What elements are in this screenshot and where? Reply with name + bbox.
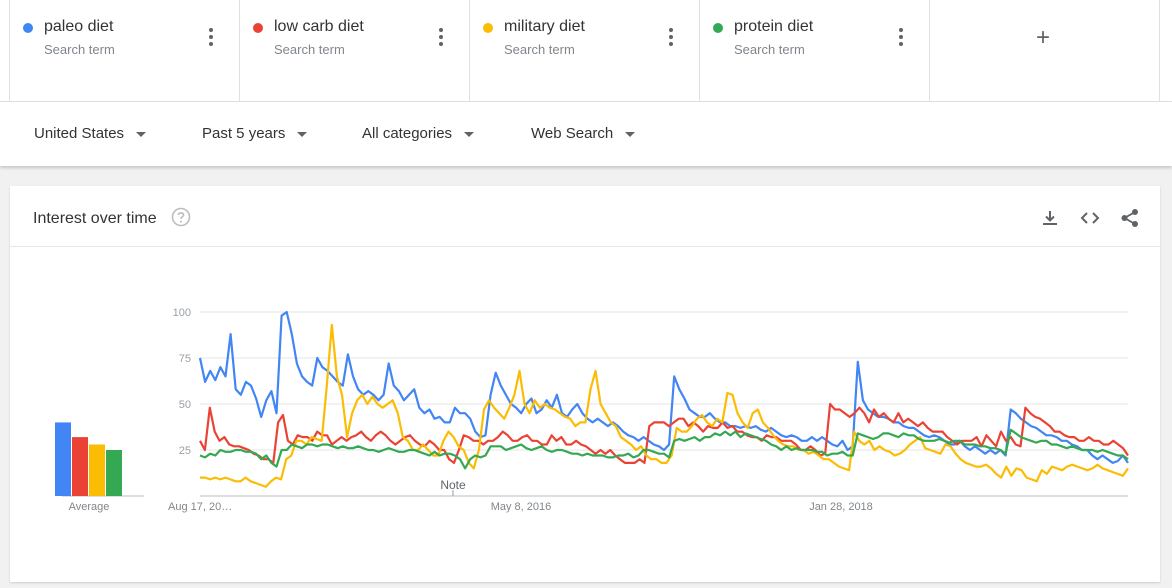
search-type-value: Web Search: [531, 125, 614, 142]
search-term-name[interactable]: military diet: [504, 18, 585, 35]
search-term-military-diet[interactable]: military diet Search term: [470, 0, 700, 101]
dropdown-arrow-icon: [625, 131, 636, 137]
series-color-dot: [253, 23, 263, 33]
add-comparison-button[interactable]: +: [930, 0, 1160, 101]
help-circle-icon[interactable]: [171, 207, 191, 227]
more-vert-icon[interactable]: [433, 27, 449, 47]
interest-over-time-card: Interest over time: [10, 186, 1160, 582]
y-tick-label: 75: [179, 353, 191, 365]
search-term-bar: paleo diet Search term low carb diet Sea…: [0, 0, 1172, 102]
average-bar: [89, 444, 105, 496]
region-dropdown[interactable]: United States: [34, 125, 147, 142]
y-tick-label: 25: [179, 445, 191, 457]
series-line: [199, 428, 1129, 470]
search-term-low-carb-diet[interactable]: low carb diet Search term: [240, 0, 470, 101]
more-vert-icon[interactable]: [203, 27, 219, 47]
search-term-name[interactable]: paleo diet: [44, 18, 114, 35]
search-term-name[interactable]: protein diet: [734, 18, 814, 35]
x-tick-label: Aug 17, 20…: [168, 501, 232, 513]
region-value: United States: [34, 125, 125, 142]
search-term-name[interactable]: low carb diet: [274, 18, 364, 35]
series-color-dot: [713, 23, 723, 33]
dropdown-arrow-icon: [136, 131, 147, 137]
filter-bar: United States Past 5 years All categorie…: [0, 102, 1172, 166]
time-range-value: Past 5 years: [202, 125, 286, 142]
search-term-subtitle: Search term: [274, 42, 345, 57]
series-color-dot: [483, 23, 493, 33]
interest-chart: 100 75 50 25 Aug 17, 20… May 8, 2016 Jan 28, 2…: [55, 307, 1129, 513]
search-term-paleo-diet[interactable]: paleo diet Search term: [10, 0, 240, 101]
series-line: [198, 310, 1129, 464]
card-header: Interest over time: [10, 186, 1160, 247]
average-bar: [72, 437, 88, 496]
note-label[interactable]: Note: [440, 478, 466, 492]
download-icon[interactable]: [1040, 208, 1060, 228]
y-tick-label: 50: [179, 399, 191, 411]
search-term-protein-diet[interactable]: protein diet Search term: [700, 0, 930, 101]
series-line: [200, 323, 1129, 488]
time-range-dropdown[interactable]: Past 5 years: [202, 125, 308, 142]
category-dropdown[interactable]: All categories: [362, 125, 475, 142]
y-tick-label: 100: [173, 307, 191, 319]
average-label: Average: [69, 501, 110, 513]
search-term-subtitle: Search term: [734, 42, 805, 57]
search-term-subtitle: Search term: [44, 42, 115, 57]
series-line: [199, 402, 1129, 464]
more-vert-icon[interactable]: [893, 27, 909, 47]
search-type-dropdown[interactable]: Web Search: [531, 125, 636, 142]
average-bar: [106, 450, 122, 496]
x-tick-label: May 8, 2016: [491, 501, 552, 513]
series-color-dot: [23, 23, 33, 33]
plus-icon: +: [1036, 24, 1051, 51]
card-title: Interest over time: [33, 210, 157, 227]
dropdown-arrow-icon: [297, 131, 308, 137]
dropdown-arrow-icon: [464, 131, 475, 137]
term-bar-edge: [0, 0, 10, 101]
category-value: All categories: [362, 125, 453, 142]
x-tick-label: Jan 28, 2018: [809, 501, 873, 513]
search-term-subtitle: Search term: [504, 42, 575, 57]
share-icon[interactable]: [1120, 208, 1140, 228]
embed-code-icon[interactable]: [1080, 208, 1100, 228]
average-bar: [55, 422, 71, 496]
more-vert-icon[interactable]: [663, 27, 679, 47]
